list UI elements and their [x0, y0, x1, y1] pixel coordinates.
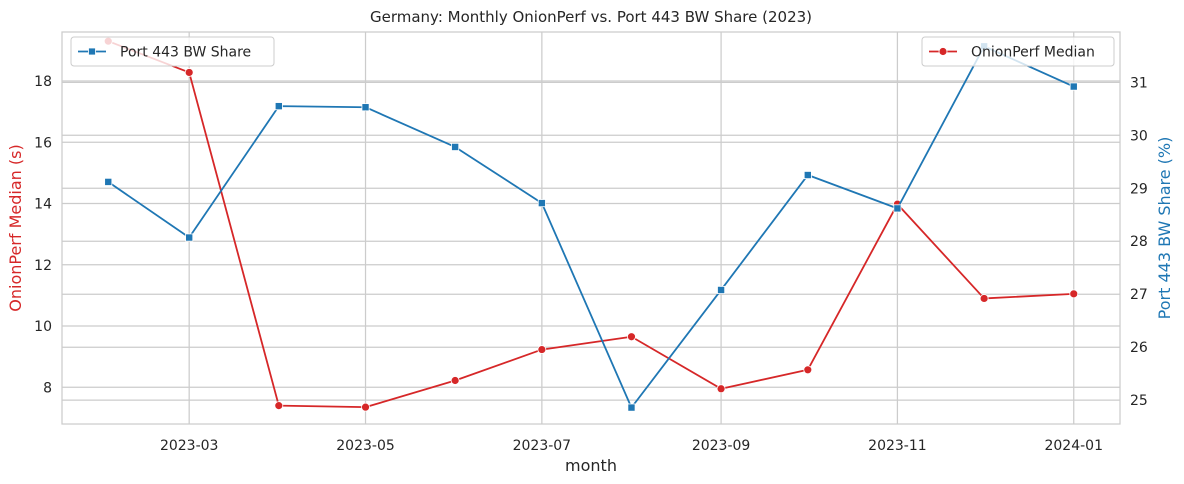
legend-right: OnionPerf Median: [921, 36, 1115, 67]
port-443-bw-share-line: [107, 45, 1075, 409]
port-443-bw-share-point: [185, 233, 194, 242]
onionperf-median-point: [184, 68, 194, 77]
onionperf-median-line: [107, 40, 1074, 409]
port-443-bw-share-point: [803, 171, 812, 180]
left-y-axis-label: OnionPerf Median (s): [6, 144, 25, 311]
grid: [62, 32, 1120, 424]
legend-left-square-marker: [88, 47, 96, 56]
x-tick-label: 2023-11: [868, 438, 927, 454]
onionperf-median-point: [716, 384, 726, 394]
chart-title: Germany: Monthly OnionPerf vs. Port 443 …: [370, 8, 812, 26]
legend-right-circle-marker: [938, 47, 948, 56]
port-443-bw-share-point: [451, 142, 460, 151]
port-443-bw-share-point: [274, 102, 283, 111]
right-y-tick-label: 25: [1130, 393, 1148, 409]
onionperf-median-point: [450, 376, 460, 385]
x-tick-label: 2023-03: [160, 438, 219, 454]
x-tick-label: 2023-05: [336, 438, 395, 454]
left-y-tick-label: 14: [34, 197, 52, 213]
onionperf-median-point: [274, 401, 284, 411]
onionperf-median-point: [1069, 289, 1079, 299]
port-443-bw-share-point: [627, 403, 636, 412]
legend-right-label: OnionPerf Median: [971, 45, 1095, 61]
left-y-tick-label: 12: [34, 258, 52, 274]
port-443-bw-share-point: [537, 199, 546, 208]
right-y-tick-label: 28: [1130, 234, 1148, 250]
right-y-tick-label: 29: [1130, 181, 1148, 197]
left-y-tick-label: 16: [34, 135, 52, 151]
legend-left-box: [70, 36, 275, 67]
right-y-tick-label: 30: [1130, 128, 1148, 144]
x-axis-label: month: [565, 456, 617, 475]
legend-left-label: Port 443 BW Share: [120, 45, 251, 61]
plot-area: [62, 32, 1120, 424]
port-443-bw-share-point: [361, 103, 370, 112]
port-443-bw-share-point: [893, 204, 902, 213]
left-y-tick-label: 10: [34, 319, 52, 335]
right-y-tick-label: 26: [1130, 340, 1148, 356]
onionperf-median-point: [979, 294, 989, 303]
left-y-tick-label: 8: [43, 380, 52, 396]
plot-frame: [61, 31, 1121, 425]
right-y-tick-label: 27: [1130, 287, 1148, 303]
port-443-bw-share-point: [104, 177, 113, 186]
port-443-bw-share-point: [717, 285, 726, 294]
right-y-tick-label: 31: [1130, 75, 1148, 91]
ticks: 2023-03 2023-05 2023-07 2023-09 2023-11 2024-…: [34, 74, 1148, 454]
legend-right-box: [921, 36, 1115, 67]
x-tick-label: 2023-07: [513, 438, 572, 454]
onionperf-median-point: [361, 402, 370, 412]
onionperf-median-point: [803, 365, 813, 375]
onionperf-median-point: [627, 332, 636, 342]
left-y-tick-label: 18: [34, 74, 52, 90]
port-443-bw-share-point: [1069, 82, 1078, 91]
x-tick-label: 2024-01: [1044, 438, 1103, 454]
right-y-axis-label: Port 443 BW Share (%): [1155, 137, 1174, 320]
onionperf-median-point: [537, 345, 547, 354]
x-tick-label: 2023-09: [692, 438, 751, 454]
legend-left: Port 443 BW Share: [70, 36, 275, 67]
